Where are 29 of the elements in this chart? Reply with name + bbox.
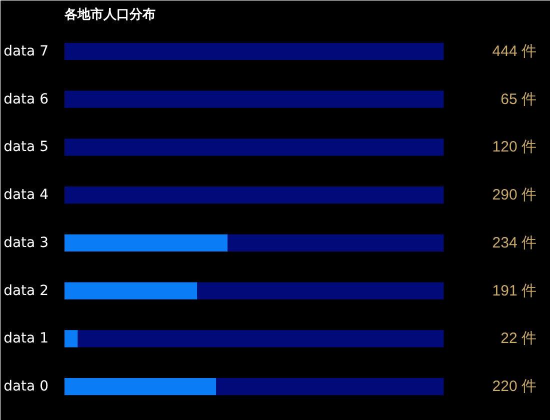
bar [216,378,444,396]
text: 444 件 [492,42,537,60]
bar [197,282,444,300]
text: 234 件 [492,234,537,252]
text: 22 件 [500,330,537,348]
bar [64,330,78,348]
bar [78,330,444,348]
bar [64,42,444,60]
y-tick-label: data 0 [4,378,49,395]
text: 65 件 [500,90,537,108]
bar [64,90,444,108]
text: 220 件 [492,378,537,396]
y-tick-label: data 4 [4,187,49,204]
bar [64,186,444,204]
bar [64,234,228,252]
y-tick-label: data 1 [4,330,49,347]
bar [64,138,444,156]
text: 120 件 [492,138,537,156]
bar [228,234,444,252]
text: 290 件 [492,186,537,204]
y-tick-label: data 3 [4,234,49,251]
bar [64,282,198,300]
text: 191 件 [492,282,537,300]
y-tick-label: data 2 [4,282,49,299]
y-tick-label: data 5 [4,139,49,156]
y-tick-label: data 7 [4,43,49,60]
chart-title: 各地市人口分布 [64,6,156,22]
bar [64,378,216,396]
y-tick-label: data 6 [4,91,49,108]
